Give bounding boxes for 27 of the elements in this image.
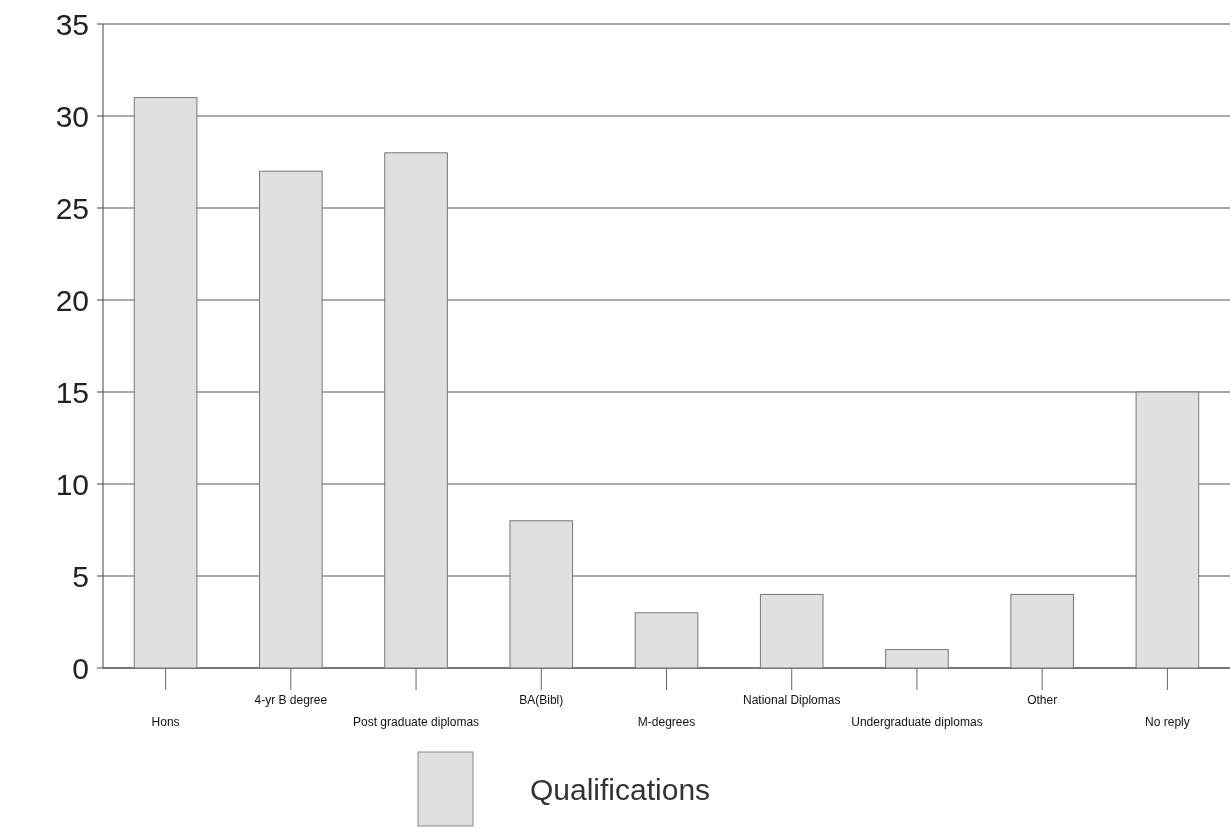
x-tick-label: Post graduate diplomas: [353, 715, 480, 729]
x-tick-label: National Diplomas: [743, 693, 841, 707]
y-tick-label: 25: [55, 191, 89, 225]
x-tick-label: Undergraduate diplomas: [851, 715, 983, 729]
bar: [259, 170, 323, 669]
y-tick-label: 10: [55, 467, 89, 501]
y-tick-label: 30: [55, 99, 89, 133]
x-tick-label: Other: [1027, 693, 1058, 707]
y-tick-label: 5: [72, 559, 89, 593]
bar: [1135, 391, 1200, 669]
y-tick-label: 20: [55, 283, 89, 317]
bar: [1010, 593, 1074, 669]
bar: [509, 520, 574, 669]
bar: [759, 593, 824, 669]
y-tick-label: 35: [55, 7, 89, 41]
x-tick-label: No reply: [1145, 715, 1190, 729]
text: Qualifications: [530, 772, 711, 806]
bar: [133, 97, 198, 669]
bar: [634, 612, 699, 669]
y-tick-label: 0: [72, 651, 89, 685]
x-tick-label: BA(Bibl): [519, 693, 564, 707]
bar: [885, 649, 949, 669]
x-tick-label: Hons: [151, 715, 180, 729]
x-tick-label: M-degrees: [637, 715, 696, 729]
y-tick-label: 15: [55, 375, 89, 409]
x-tick-label: 4-yr B degree: [254, 693, 328, 707]
bar: [384, 152, 448, 669]
